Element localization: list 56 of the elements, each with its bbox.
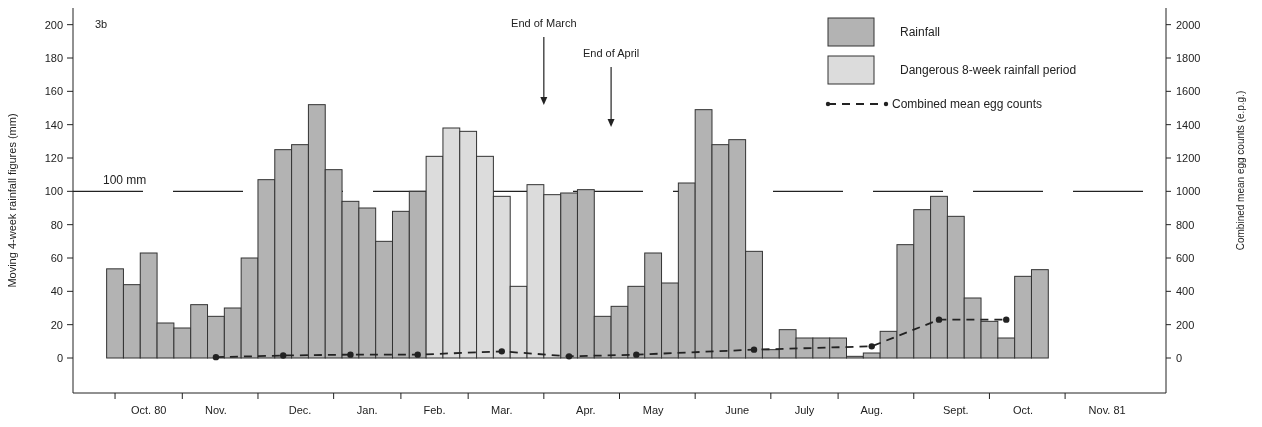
- point: [750, 346, 758, 353]
- point: [498, 348, 505, 355]
- legend-label: Rainfall: [900, 25, 941, 40]
- x-tick-label: Nov.: [205, 404, 227, 416]
- point: [212, 353, 220, 361]
- y-tick-label: 160: [44, 85, 63, 98]
- y-tick-label: 100: [44, 185, 63, 198]
- y2-tick-label: 1200: [1176, 151, 1201, 164]
- y-tick-label: 200: [44, 18, 63, 31]
- point: [633, 351, 640, 358]
- x-tick-label: Oct.: [1012, 404, 1034, 416]
- y2-tick-label: 1600: [1176, 85, 1201, 98]
- x-tick-label: May: [642, 404, 665, 416]
- point: [1003, 316, 1010, 323]
- x-tick-label: Apr.: [576, 404, 596, 416]
- x-tick-label: July: [794, 404, 815, 416]
- annotation: End of April: [582, 47, 640, 59]
- y-tick-label: 80: [50, 218, 63, 231]
- x-tick-label: Aug.: [860, 404, 884, 416]
- annotation: 3b: [95, 18, 108, 30]
- y-axis-title: Moving 4-week rainfall figures (mm): [6, 113, 18, 288]
- y2-tick-label: 1000: [1176, 185, 1201, 198]
- x-tick-label: June: [725, 404, 750, 416]
- legend-label: Combined mean egg counts: [892, 97, 1043, 112]
- y-tick-label: 140: [44, 118, 63, 131]
- y-tick-label: 20: [50, 318, 63, 331]
- ref-line-label: 100 mm: [103, 173, 147, 188]
- x-tick-label: Oct. 80: [130, 404, 167, 416]
- point: [565, 353, 573, 360]
- y2-tick-label: 2000: [1176, 18, 1201, 31]
- y2-axis-title: Combined mean egg counts (e.p.g.): [1235, 90, 1246, 251]
- y2-tick-label: 0: [1176, 351, 1183, 364]
- x-tick-label: Dec.: [288, 404, 312, 416]
- x-tick-label: Feb.: [423, 404, 446, 416]
- x-tick-label: Jan.: [356, 404, 378, 416]
- y-tick-label: 60: [50, 251, 63, 264]
- y-tick-label: 120: [44, 151, 63, 164]
- y2-tick-label: 600: [1176, 251, 1195, 264]
- y-tick-label: 0: [56, 351, 63, 364]
- y2-tick-label: 1800: [1176, 51, 1201, 64]
- y2-tick-label: 800: [1176, 218, 1195, 231]
- point: [414, 351, 421, 358]
- x-tick-label: Mar.: [491, 404, 513, 416]
- y-tick-label: 40: [50, 285, 63, 298]
- y2-tick-label: 200: [1176, 318, 1195, 331]
- x-tick-label: Sept.: [942, 404, 969, 416]
- point: [279, 352, 287, 359]
- point: [935, 316, 943, 323]
- annotation: End of March: [511, 17, 577, 29]
- y2-tick-label: 1400: [1176, 118, 1201, 131]
- point: [868, 343, 875, 350]
- legend-label: Dangerous 8-week rainfall period: [900, 63, 1077, 78]
- y2-tick-label: 400: [1176, 285, 1195, 298]
- y-tick-label: 180: [44, 51, 63, 64]
- point: [347, 351, 354, 358]
- x-tick-label: Nov. 81: [1088, 404, 1126, 416]
